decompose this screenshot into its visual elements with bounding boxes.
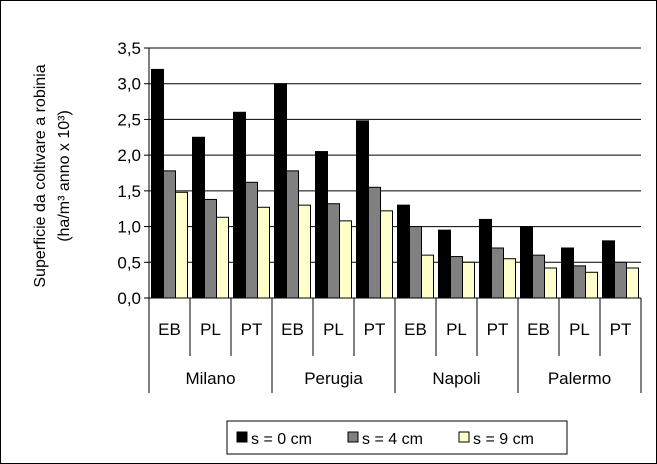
bar xyxy=(327,203,340,299)
bar xyxy=(245,181,258,299)
category-label: PL xyxy=(323,320,344,339)
group-label: Palermo xyxy=(548,369,611,388)
bar xyxy=(397,204,410,299)
legend-label: s = 4 cm xyxy=(362,431,423,448)
category-label: PT xyxy=(487,320,509,339)
group-label: Milano xyxy=(185,369,235,388)
bar xyxy=(503,258,516,299)
y-tick-label: 3,0 xyxy=(117,75,141,94)
y-tick-label: 1,0 xyxy=(117,218,141,237)
bar xyxy=(561,247,574,299)
legend-swatch xyxy=(458,431,470,443)
y-tick-label: 0,0 xyxy=(117,289,141,308)
category-label: PT xyxy=(610,320,632,339)
category-label: PL xyxy=(569,320,590,339)
bar xyxy=(368,186,381,299)
bar xyxy=(175,191,188,299)
legend-swatch xyxy=(236,431,248,443)
bar xyxy=(602,240,615,299)
bar xyxy=(286,170,299,299)
bar xyxy=(274,83,287,299)
bar xyxy=(544,267,557,299)
legend-swatch xyxy=(347,431,359,443)
bar xyxy=(233,111,246,299)
bar xyxy=(450,256,463,299)
bar xyxy=(421,254,434,299)
bar xyxy=(192,136,205,299)
y-axis-title-line2: (ha/m³ anno x 10³) xyxy=(56,110,73,242)
group-label: Napoli xyxy=(432,369,480,388)
bar xyxy=(257,206,270,299)
category-label: EB xyxy=(158,320,181,339)
bar xyxy=(462,261,475,299)
bar xyxy=(380,210,393,299)
bar xyxy=(339,220,352,299)
bar xyxy=(573,265,586,299)
bar xyxy=(298,204,311,299)
bar xyxy=(216,216,229,299)
y-tick-label: 3,5 xyxy=(117,39,141,58)
bar xyxy=(614,261,627,299)
category-label: PL xyxy=(200,320,221,339)
bar xyxy=(585,271,598,299)
bar xyxy=(163,170,176,299)
y-tick-label: 1,5 xyxy=(117,182,141,201)
category-label: EB xyxy=(281,320,304,339)
legend-label: s = 9 cm xyxy=(473,431,534,448)
bar xyxy=(491,247,504,299)
bar xyxy=(409,226,422,299)
bar xyxy=(532,254,545,299)
y-tick-label: 2,5 xyxy=(117,110,141,129)
category-label: PT xyxy=(241,320,263,339)
y-axis-title: Superficie da coltivare a robinia (ha/m³… xyxy=(32,64,73,287)
bar xyxy=(315,151,328,299)
legend-label: s = 0 cm xyxy=(251,431,312,448)
bar xyxy=(626,267,639,299)
y-axis-title-line1: Superficie da coltivare a robinia xyxy=(32,64,49,287)
legend-box xyxy=(226,420,568,455)
y-tick-label: 0,5 xyxy=(117,253,141,272)
axes xyxy=(144,47,642,393)
category-label: EB xyxy=(404,320,427,339)
bars xyxy=(151,68,639,299)
bar xyxy=(356,120,369,299)
gridlines xyxy=(149,47,641,263)
group-label: Perugia xyxy=(304,369,363,388)
bar xyxy=(151,68,164,299)
y-tick-label: 2,0 xyxy=(117,146,141,165)
bar xyxy=(438,229,451,299)
bar xyxy=(520,226,533,299)
axis-labels: 0,0 0,5 1,0 1,5 2,0 2,5 3,0 3,5 EB PL PT Milano EB PL… xyxy=(117,39,631,388)
bar xyxy=(204,198,217,299)
legend: s = 0 cm s = 4 cm s = 9 cm xyxy=(226,420,568,455)
category-label: EB xyxy=(527,320,550,339)
category-label: PT xyxy=(364,320,386,339)
bar xyxy=(479,218,492,299)
category-label: PL xyxy=(446,320,467,339)
